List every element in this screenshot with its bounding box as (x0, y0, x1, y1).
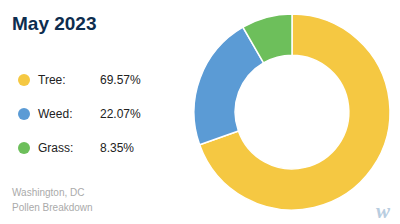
legend-dot (18, 108, 30, 120)
legend-dot (18, 142, 30, 154)
legend-category: Tree: (38, 73, 66, 87)
donut (194, 14, 390, 210)
chart: w May 2023 Tree: 69.57% Weed: 22.07% Grass: 8.3… (0, 0, 400, 224)
subtitle: Pollen Breakdown (12, 202, 93, 213)
legend-dot (18, 74, 30, 86)
legend-category: Weed: (38, 107, 72, 121)
background (0, 0, 400, 224)
legend-category: Grass: (38, 141, 73, 155)
legend-value: 8.35% (100, 141, 134, 155)
donut-slice (243, 14, 292, 63)
title: May 2023 (12, 13, 97, 34)
subtitle: Washington, DC (12, 187, 84, 198)
legend-value: 22.07% (100, 107, 141, 121)
watermark: w (376, 199, 391, 223)
legend-value: 69.57% (100, 73, 141, 87)
